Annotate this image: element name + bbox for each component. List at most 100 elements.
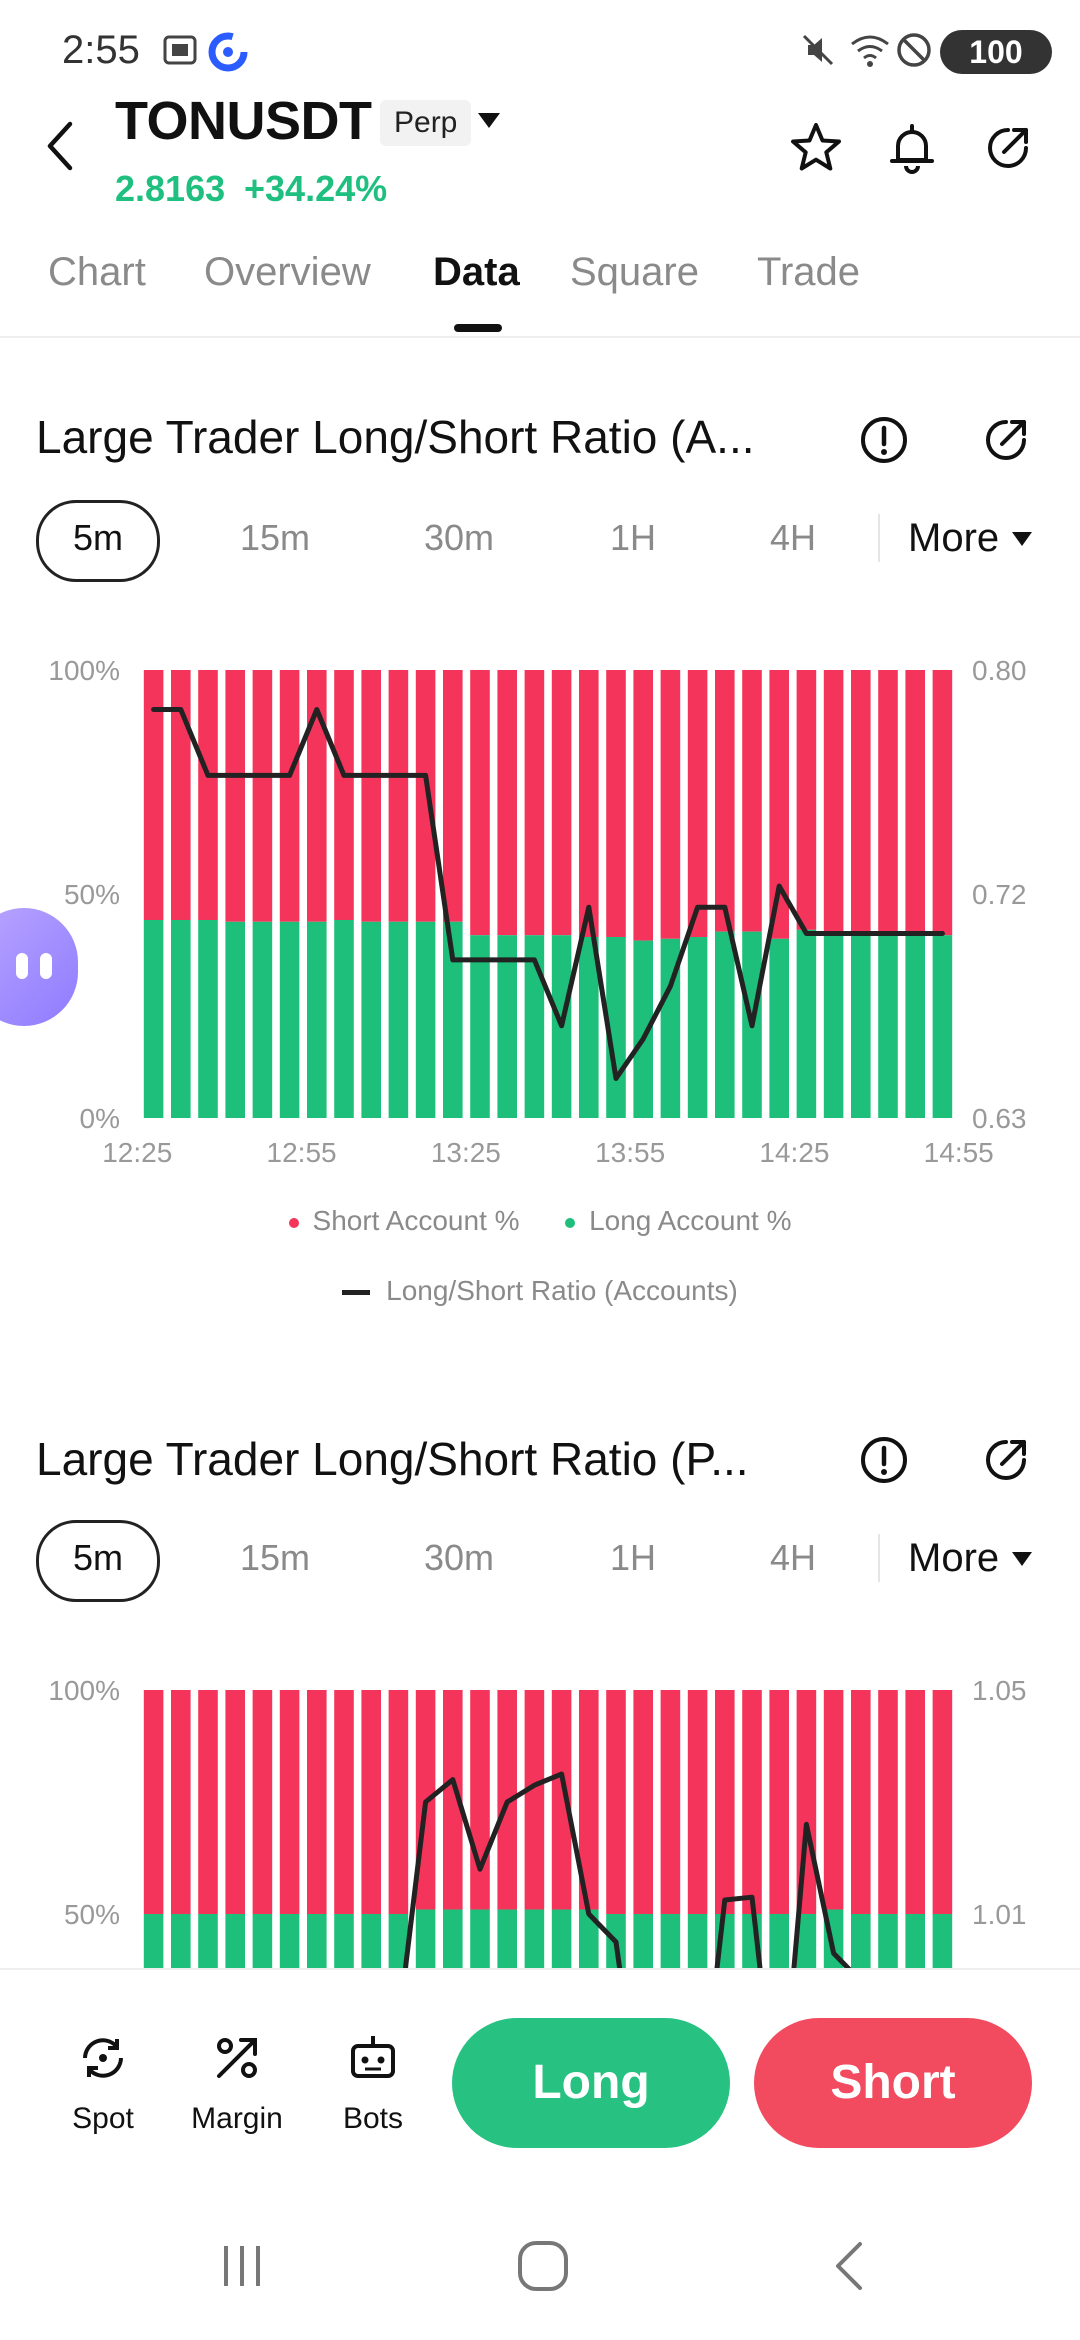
short-legend-dot bbox=[288, 1217, 299, 1228]
recent-apps-icon[interactable] bbox=[214, 2238, 270, 2294]
long-bar bbox=[769, 938, 789, 1118]
section-title-positions: Large Trader Long/Short Ratio (P... bbox=[36, 1433, 749, 1485]
timeframe-1h[interactable]: 1H bbox=[609, 517, 657, 558]
long-bar bbox=[796, 929, 817, 1118]
long-bar bbox=[388, 1914, 409, 1968]
short-bar bbox=[470, 670, 490, 936]
short-bar bbox=[878, 670, 898, 936]
more-timeframes-button[interactable]: More bbox=[908, 1520, 1034, 1596]
tab-overview[interactable]: Overview bbox=[204, 250, 371, 294]
short-button[interactable]: Short bbox=[754, 2018, 1032, 2148]
long-bar bbox=[143, 919, 164, 1118]
short-bar bbox=[551, 1690, 572, 1910]
timeframe-5m[interactable]: 5m bbox=[36, 1520, 160, 1602]
info-icon[interactable] bbox=[858, 1434, 910, 1491]
x-tick-label: 13:55 bbox=[595, 1137, 665, 1168]
long-bar bbox=[524, 935, 545, 1118]
timeframe-15m[interactable]: 15m bbox=[239, 1537, 311, 1578]
screenshot-icon bbox=[160, 30, 200, 75]
symbol-dropdown-icon[interactable] bbox=[476, 110, 502, 137]
floating-assistant-button[interactable] bbox=[0, 908, 78, 1026]
tab-chart[interactable]: Chart bbox=[48, 250, 146, 294]
long-bar bbox=[796, 1914, 817, 1968]
do-not-disturb-icon bbox=[894, 30, 934, 75]
short-bar bbox=[742, 1690, 762, 1914]
short-bar bbox=[524, 1690, 545, 1910]
margin-icon bbox=[217, 2038, 257, 2078]
more-timeframes-button[interactable]: More bbox=[908, 500, 1034, 576]
short-bar bbox=[470, 1690, 490, 1910]
long-bar bbox=[687, 937, 708, 1118]
bots-icon bbox=[351, 2036, 395, 2078]
x-tick-label: 14:55 bbox=[924, 1137, 994, 1168]
favorite-star-icon[interactable] bbox=[788, 120, 844, 181]
short-bar bbox=[307, 1690, 327, 1914]
bots-label: Bots bbox=[342, 2102, 404, 2135]
back-icon[interactable] bbox=[40, 118, 80, 179]
timeframe-4h[interactable]: 4H bbox=[769, 1537, 817, 1578]
long-bar bbox=[225, 1914, 245, 1968]
timeframe-5m[interactable]: 5m bbox=[36, 500, 160, 582]
timeframe-30m[interactable]: 30m bbox=[423, 1537, 495, 1578]
long-bar bbox=[715, 931, 735, 1118]
alert-bell-icon[interactable] bbox=[884, 120, 940, 181]
short-bar bbox=[225, 670, 245, 922]
long-bar bbox=[633, 1914, 653, 1968]
short-bar bbox=[660, 1690, 681, 1914]
long-bar bbox=[932, 935, 953, 1118]
timeframe-15m[interactable]: 15m bbox=[239, 517, 311, 558]
short-bar bbox=[660, 670, 681, 939]
long-bar bbox=[225, 921, 245, 1118]
spot-label: Spot bbox=[72, 2102, 134, 2135]
short-bar bbox=[796, 670, 817, 930]
long-button[interactable]: Long bbox=[452, 2018, 730, 2148]
long-bar bbox=[851, 935, 871, 1118]
short-bar bbox=[334, 670, 354, 920]
y-right-tick-label: 0.80 bbox=[972, 655, 1027, 686]
short-bar bbox=[606, 1690, 626, 1914]
tab-trade[interactable]: Trade bbox=[757, 250, 861, 294]
long-legend-dot bbox=[565, 1217, 576, 1228]
short-bar bbox=[361, 670, 381, 922]
info-icon[interactable] bbox=[858, 414, 910, 471]
short-bar bbox=[415, 670, 436, 922]
long-bar bbox=[497, 935, 517, 1118]
long-bar bbox=[443, 1909, 463, 1968]
long-bar bbox=[769, 1914, 789, 1968]
tab-square[interactable]: Square bbox=[570, 250, 699, 294]
tab-data[interactable]: Data bbox=[433, 250, 520, 294]
long-bar bbox=[579, 1909, 599, 1968]
timeframe-1h[interactable]: 1H bbox=[609, 1537, 657, 1578]
spot-icon bbox=[83, 2038, 123, 2078]
home-icon[interactable] bbox=[514, 2238, 574, 2294]
long-bar bbox=[878, 935, 898, 1118]
short-bar bbox=[143, 1690, 164, 1914]
long-bar bbox=[660, 1914, 681, 1968]
long-bar bbox=[334, 919, 354, 1118]
short-bar bbox=[361, 1690, 381, 1914]
short-bar bbox=[851, 670, 871, 936]
short-bar bbox=[388, 670, 409, 922]
short-bar bbox=[579, 670, 599, 938]
x-tick-label: 14:25 bbox=[759, 1137, 829, 1168]
short-bar bbox=[579, 1690, 599, 1910]
share-icon[interactable] bbox=[980, 120, 1036, 181]
back-nav-icon[interactable] bbox=[822, 2238, 878, 2294]
expand-chart-icon[interactable] bbox=[980, 414, 1032, 471]
symbol-title[interactable]: TONUSDT bbox=[115, 91, 372, 151]
expand-chart-icon[interactable] bbox=[980, 1434, 1032, 1491]
long-bar bbox=[415, 1909, 436, 1968]
short-bar bbox=[497, 670, 517, 936]
short-bar bbox=[633, 1690, 653, 1914]
timeframe-4h[interactable]: 4H bbox=[769, 517, 817, 558]
long-bar bbox=[279, 1914, 300, 1968]
timeframe-30m[interactable]: 30m bbox=[423, 517, 495, 558]
long-bar bbox=[905, 935, 925, 1118]
long-bar bbox=[443, 921, 463, 1118]
x-tick-label: 12:25 bbox=[102, 1137, 172, 1168]
app-logo-icon bbox=[206, 30, 250, 79]
legend-row-1: Short Account % Long Account % bbox=[0, 1205, 1080, 1237]
short-bar bbox=[171, 670, 191, 920]
short-bar bbox=[279, 1690, 300, 1914]
perp-badge[interactable]: Perp bbox=[380, 100, 472, 146]
